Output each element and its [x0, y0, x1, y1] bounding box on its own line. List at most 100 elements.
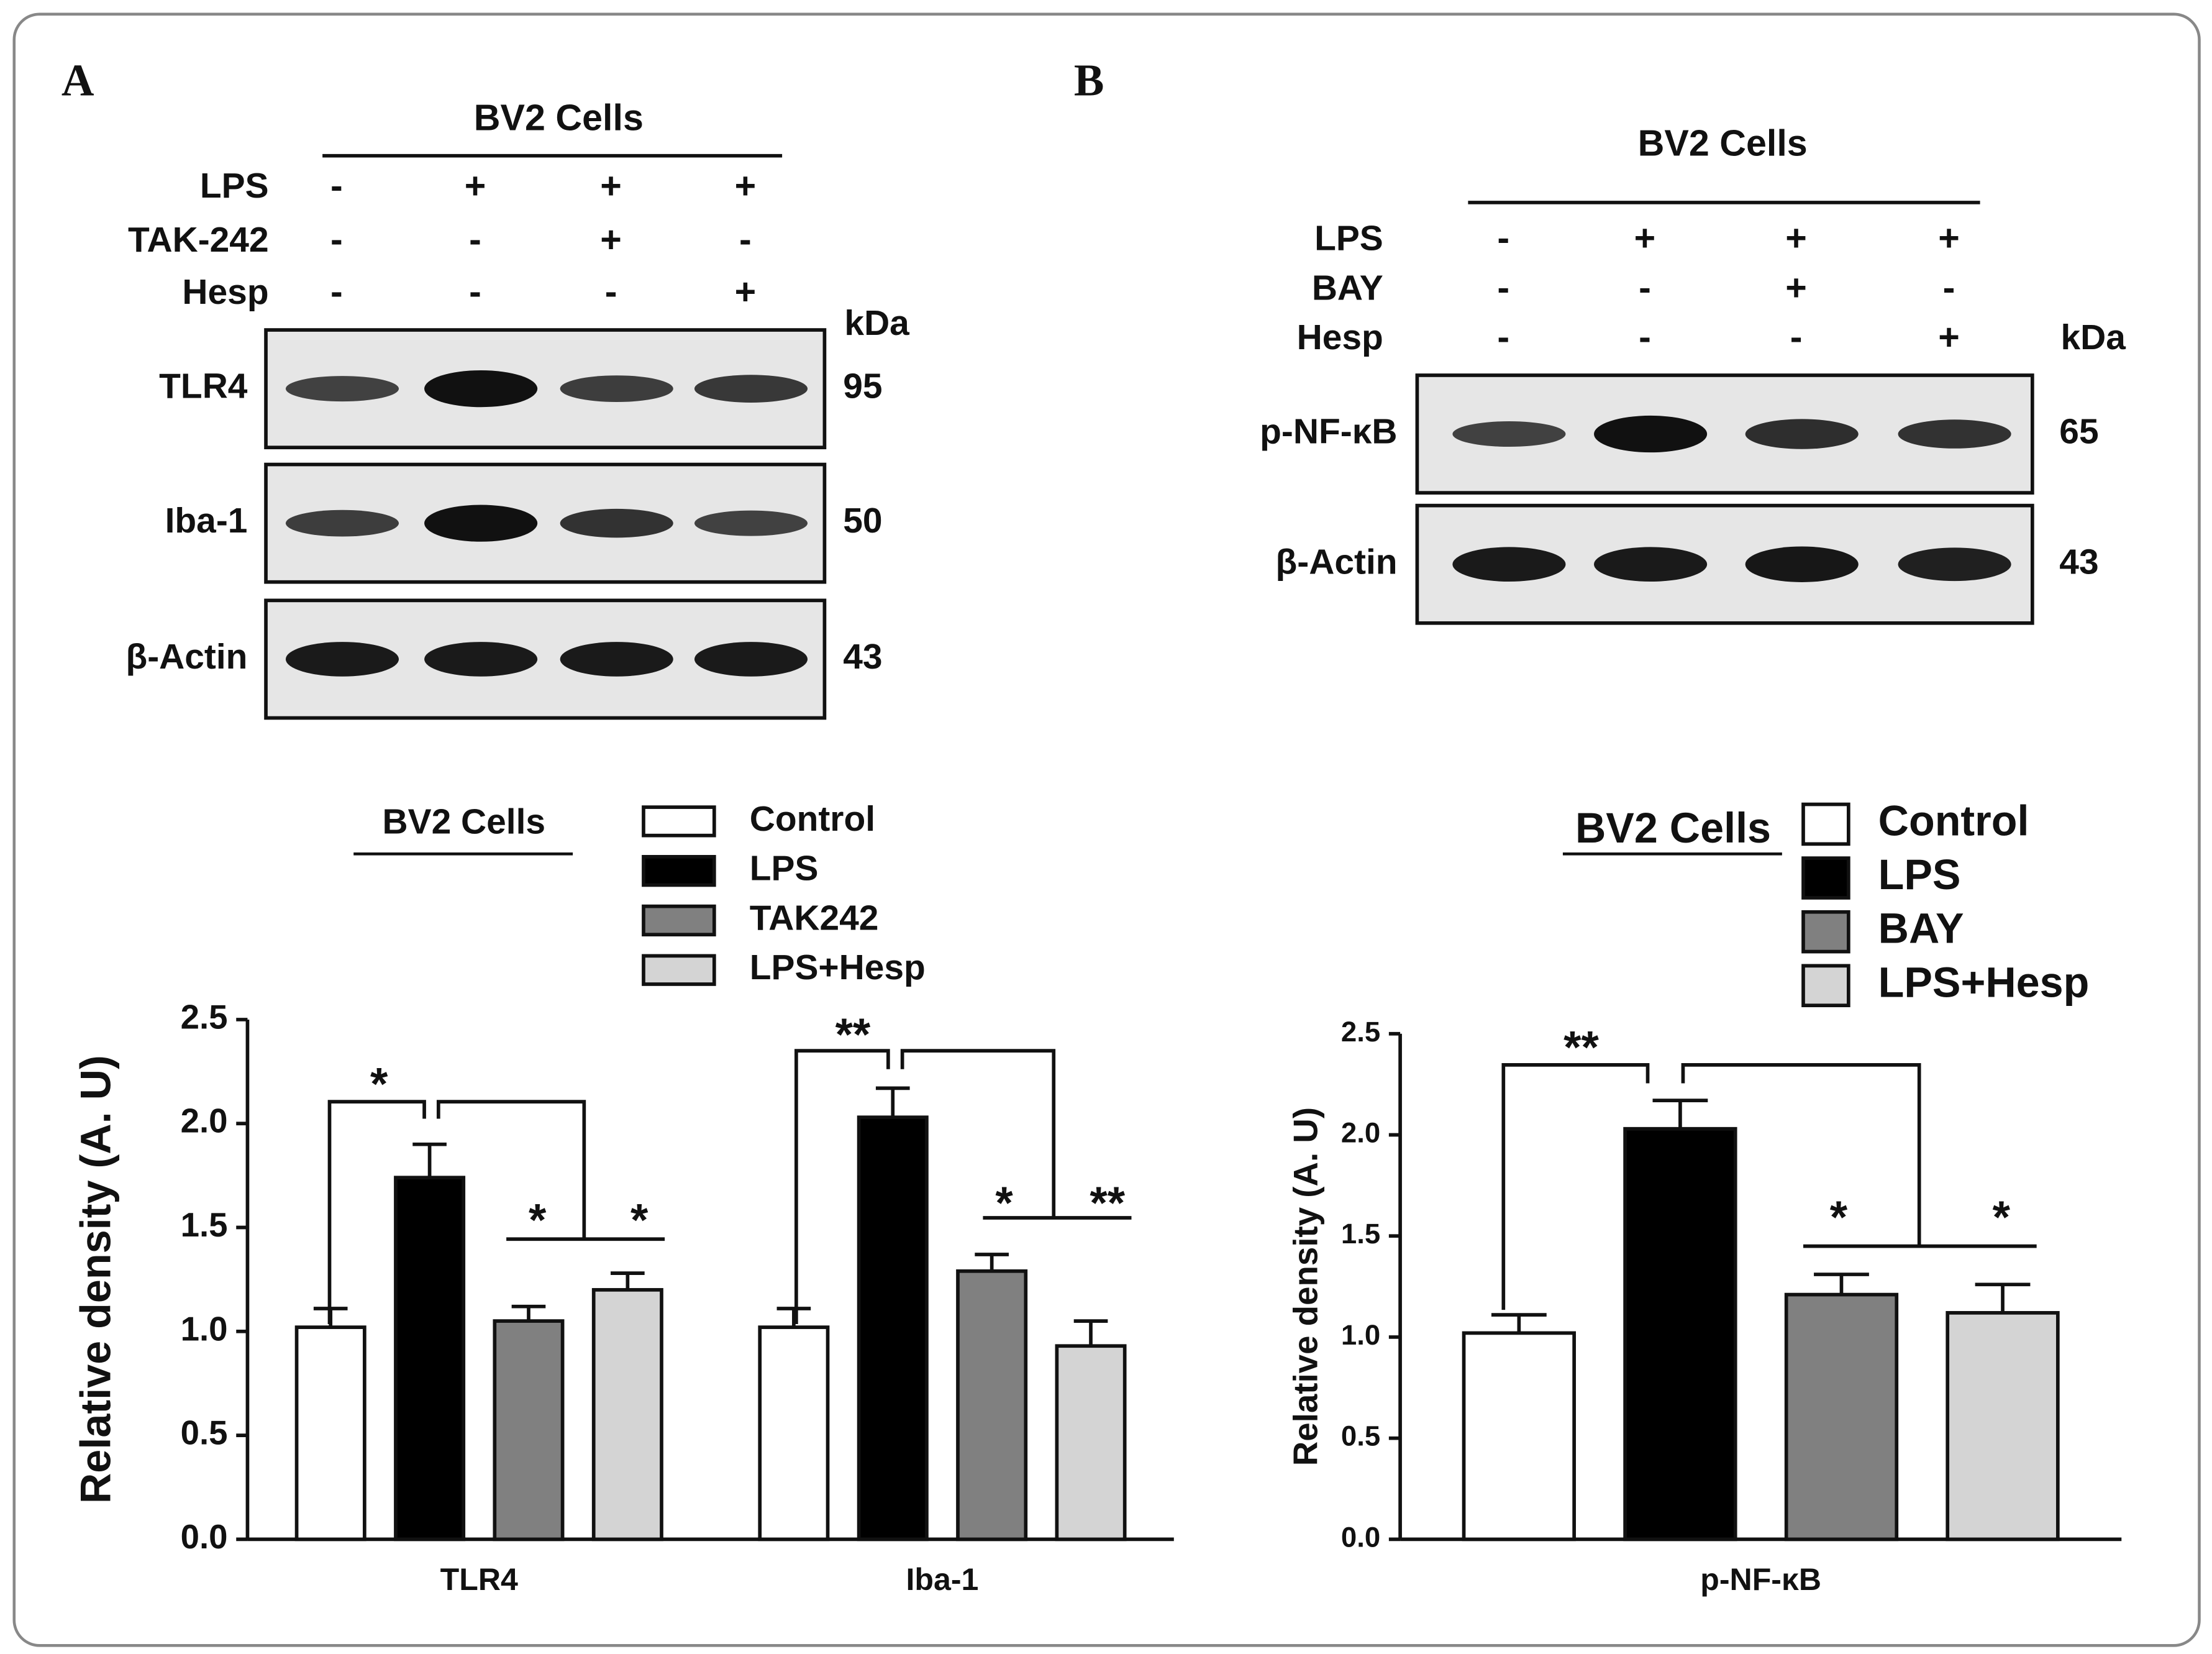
y-tick-label: 2.0: [1341, 1117, 1380, 1148]
y-tick-label: 1.0: [181, 1310, 228, 1348]
condition-label: LPS: [200, 166, 269, 206]
condition-sign: +: [1634, 217, 1656, 258]
x-tick-label: TLR4: [440, 1562, 518, 1597]
x-tick-label: Iba-1: [906, 1562, 978, 1597]
blot-band: [285, 509, 399, 537]
condition-sign: +: [1938, 316, 1960, 358]
condition-label: LPS: [1314, 218, 1383, 258]
blot-band: [424, 642, 538, 677]
blot-band: [694, 642, 808, 677]
blot-band: [694, 375, 808, 403]
legend-title: BV2 Cells: [1575, 805, 1771, 852]
band-label: β-Actin: [1276, 542, 1398, 582]
significance-mark: **: [835, 1010, 871, 1060]
y-tick-label: 1.5: [1341, 1218, 1380, 1250]
y-tick-label: 1.5: [181, 1206, 228, 1244]
bar: [493, 1319, 565, 1542]
significance-bracket: [794, 1049, 890, 1324]
kda-value: 95: [843, 367, 882, 406]
legend-swatch: [642, 855, 716, 887]
significance-mark: *: [1830, 1192, 1848, 1243]
y-tick-label: 2.5: [1341, 1016, 1380, 1048]
blot-band: [1898, 547, 2011, 582]
condition-sign: -: [1790, 316, 1803, 358]
bar: [394, 1176, 466, 1542]
condition-label: TAK-242: [128, 220, 269, 260]
blot-band: [560, 508, 673, 538]
significance-bracket: [900, 1049, 1056, 1218]
y-axis-label: Relative density (A. U): [72, 1055, 119, 1504]
condition-sign: +: [1785, 267, 1807, 308]
blot-band: [1745, 419, 1859, 449]
band-label: p-NF-κB: [1260, 412, 1397, 452]
legend-label: LPS: [750, 849, 819, 889]
condition-label: Hesp: [182, 272, 268, 312]
significance-mark: *: [630, 1195, 649, 1245]
blot-band: [694, 510, 808, 536]
legend-label: Control: [1878, 797, 2029, 844]
condition-sign: +: [1938, 217, 1960, 258]
condition-sign: +: [600, 165, 622, 206]
blot-band: [1452, 421, 1566, 447]
bar: [1623, 1126, 1737, 1542]
blot-header: BV2 Cells: [1638, 122, 1808, 163]
significance-mark: *: [529, 1195, 547, 1245]
legend-label: LPS+Hesp: [1878, 959, 2090, 1006]
bar: [1055, 1344, 1127, 1542]
blot-band: [285, 642, 399, 677]
legend-swatch: [1801, 802, 1850, 846]
blot-band: [1898, 419, 2011, 449]
significance-bracket: [327, 1100, 426, 1324]
blot-band: [1452, 547, 1566, 582]
condition-sign: -: [1497, 267, 1509, 308]
condition-sign: -: [1943, 267, 1955, 308]
bar: [1462, 1331, 1576, 1542]
significance-mark: *: [370, 1059, 388, 1110]
kda-value: 50: [843, 501, 882, 541]
condition-sign: -: [330, 165, 343, 206]
band-label: Iba-1: [165, 501, 248, 541]
panel-label: B: [1074, 55, 1104, 105]
y-tick-label: 0.5: [181, 1414, 228, 1452]
condition-sign: -: [1497, 217, 1509, 258]
y-tick-label: 2.5: [181, 998, 228, 1036]
blot-band: [560, 642, 673, 677]
condition-sign: -: [469, 271, 481, 313]
condition-sign: +: [735, 271, 757, 313]
condition-sign: -: [1639, 316, 1651, 358]
legend-label: LPS+Hesp: [750, 948, 926, 987]
x-tick-label: p-NF-κB: [1700, 1562, 1821, 1597]
kda-value: 65: [2059, 412, 2098, 452]
significance-mark: **: [1563, 1022, 1599, 1072]
y-axis-label: Relative density (A. U): [1287, 1107, 1325, 1466]
blot-band: [424, 505, 538, 542]
condition-sign: -: [1497, 316, 1509, 358]
blot-band: [1745, 546, 1859, 582]
condition-sign: -: [330, 218, 343, 260]
blot-band: [285, 376, 399, 402]
legend-label: Control: [750, 799, 875, 839]
legend-swatch: [1801, 856, 1850, 900]
kda-value: 43: [2059, 542, 2098, 582]
condition-label: BAY: [1312, 268, 1383, 308]
legend-swatch: [642, 954, 716, 986]
significance-bracket: [436, 1100, 586, 1240]
panel-label: A: [61, 55, 94, 105]
band-label: β-Actin: [125, 637, 247, 677]
legend-label: LPS: [1878, 851, 1961, 898]
legend-label: TAK242: [750, 898, 879, 938]
legend-swatch: [1801, 964, 1850, 1008]
legend-swatch: [642, 805, 716, 838]
bar: [857, 1115, 929, 1542]
condition-sign: -: [1639, 267, 1651, 308]
legend-label: BAY: [1878, 905, 1964, 953]
blot-header: BV2 Cells: [474, 96, 644, 138]
condition-sign: +: [1785, 217, 1807, 258]
band-label: TLR4: [159, 367, 248, 406]
condition-sign: -: [605, 271, 617, 313]
condition-sign: +: [735, 165, 757, 206]
bar: [294, 1325, 366, 1542]
bar: [1784, 1292, 1899, 1542]
